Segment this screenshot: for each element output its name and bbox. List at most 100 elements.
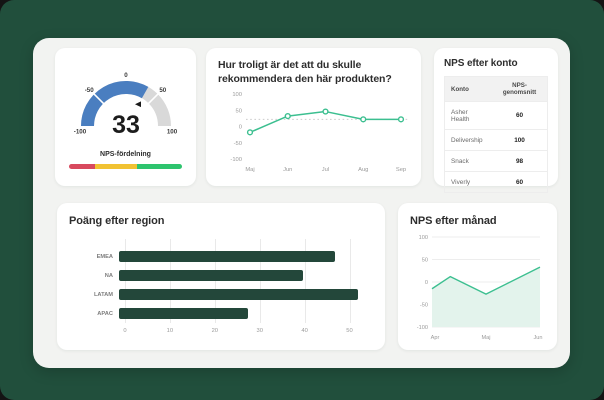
data-point[interactable] — [322, 108, 329, 115]
column-header-konto[interactable]: Konto — [444, 76, 493, 102]
y-axis-tick-label: -50 — [234, 140, 242, 146]
distribution-segment-promoters — [136, 164, 182, 169]
x-axis-tick-label: 20 — [211, 328, 219, 334]
gridline — [214, 239, 216, 323]
gridline — [349, 239, 351, 323]
table-row[interactable]: Viverly 60 — [444, 171, 548, 193]
account-name: Snack — [444, 150, 493, 172]
account-nps: 60 — [492, 101, 548, 130]
data-point[interactable] — [246, 128, 254, 136]
x-axis-tick-label: Apr — [431, 335, 440, 341]
trend-line[interactable] — [431, 266, 541, 295]
nps-by-account-card: NPS efter konto Konto NPS-genomsnitt Ash… — [434, 48, 558, 193]
gauge-tick-label: 100 — [166, 129, 177, 136]
table-row[interactable]: Delivership 100 — [444, 129, 548, 151]
table-row[interactable]: Snack 98 — [444, 150, 548, 172]
gauge-tick-label: 0 — [124, 72, 128, 79]
distribution-segment-passives — [94, 164, 137, 169]
y-axis-tick-label: 0 — [425, 280, 428, 286]
nps-gauge-chart[interactable]: -100 -50 0 50 100 33 — [56, 56, 196, 150]
y-axis-tick-label: 50 — [236, 108, 242, 114]
y-axis-tick-label: -50 — [420, 303, 428, 309]
bar-row: APAC — [69, 304, 373, 323]
region-label: EMEA — [96, 253, 113, 260]
likelihood-line-card: Hur troligt är det att du skulle rekomme… — [206, 48, 421, 186]
account-nps: 100 — [492, 129, 548, 151]
x-axis-tick-label: 30 — [256, 328, 263, 334]
region-bar[interactable] — [119, 308, 248, 319]
region-label: LATAM — [93, 291, 113, 298]
card-title: NPS efter konto — [444, 58, 518, 69]
nps-account-table: Konto NPS-genomsnitt Asher Health 60 Del… — [444, 76, 548, 193]
x-axis-tick-label: Aug — [358, 167, 368, 173]
card-title: Poäng efter region — [69, 215, 165, 227]
y-axis-tick-label: 0 — [239, 124, 242, 130]
account-nps: 60 — [492, 171, 548, 193]
x-axis-tick-label: Jun — [283, 167, 292, 173]
gauge-tick — [92, 92, 105, 105]
gauge-value: 33 — [112, 111, 140, 139]
gauge-tick-label: -100 — [73, 129, 86, 136]
bar-track — [119, 304, 363, 323]
x-axis-tick-label: Sep — [396, 167, 406, 173]
region-bar[interactable] — [119, 251, 336, 262]
x-axis-tick-label: 0 — [123, 328, 127, 334]
column-header-nps[interactable]: NPS-genomsnitt — [492, 76, 548, 102]
data-point[interactable] — [360, 115, 367, 123]
y-axis-tick-label: -100 — [417, 325, 428, 331]
nps-by-month-card: NPS efter månad 100 50 0 -50 -100 Apr Maj Jun — [398, 203, 557, 350]
x-axis-tick-label: 40 — [301, 328, 308, 334]
table-header-row: Konto NPS-genomsnitt — [444, 76, 548, 102]
gridline — [169, 239, 171, 323]
gauge-tick-label: 50 — [159, 87, 166, 94]
x-axis-tick-label: 50 — [346, 328, 353, 334]
gauge-fill — [80, 81, 148, 127]
account-name: Asher Health — [444, 101, 493, 130]
gauge-distribution-label: NPS-fördelning — [100, 151, 151, 158]
x-axis-tick-label: Jul — [322, 167, 329, 173]
bar-track — [119, 247, 363, 266]
bar-track — [119, 285, 363, 304]
bar-x-axis: 0 10 20 30 40 50 — [123, 328, 363, 338]
gauge-tick-label: -50 — [84, 87, 94, 94]
card-title: Hur troligt är det att du skulle rekomme… — [218, 59, 392, 85]
bar-gridlines — [125, 239, 363, 323]
x-axis-tick-label: 10 — [166, 328, 174, 334]
data-point[interactable] — [397, 115, 405, 123]
nps-distribution-bar — [69, 164, 182, 169]
gridline — [259, 239, 261, 323]
bar-row: EMEA — [69, 247, 373, 266]
region-label: APAC — [97, 310, 113, 317]
y-axis-tick-label: -100 — [230, 157, 242, 163]
data-point[interactable] — [284, 112, 291, 119]
region-bar[interactable] — [119, 289, 359, 300]
region-label: NA — [104, 272, 113, 279]
nps-gauge-card: -100 -50 0 50 100 33 NPS-fördelning — [55, 48, 196, 186]
gauge-pointer-icon — [134, 101, 141, 108]
card-title: NPS efter månad — [410, 215, 497, 227]
gridline — [304, 239, 306, 323]
gridline — [125, 239, 126, 323]
area-fill — [432, 267, 540, 327]
y-axis-tick-label: 100 — [232, 92, 242, 98]
account-nps: 98 — [492, 150, 548, 172]
bar-row: NA — [69, 266, 373, 285]
dashboard-panel: -100 -50 0 50 100 33 NPS-fördelning Hur troli… — [33, 38, 570, 368]
y-axis-tick-label: 100 — [419, 235, 428, 241]
x-axis-tick-label: Maj — [481, 335, 490, 341]
table-row[interactable]: Asher Health 60 — [444, 101, 548, 130]
bar-track — [119, 266, 363, 285]
score-by-region-card: Poäng efter region EMEA NA LATAM APAC 0 10 20… — [57, 203, 385, 350]
account-name: Delivership — [444, 129, 493, 151]
x-axis-tick-label: Jun — [533, 335, 542, 341]
region-bar-chart[interactable]: EMEA NA LATAM APAC — [69, 239, 373, 323]
distribution-segment-detractors — [69, 164, 95, 169]
gauge-tick — [146, 92, 159, 105]
y-axis-tick-label: 50 — [422, 258, 428, 264]
x-axis-tick-label: Maj — [245, 167, 254, 173]
trend-line — [249, 110, 401, 133]
region-bar[interactable] — [119, 270, 304, 281]
